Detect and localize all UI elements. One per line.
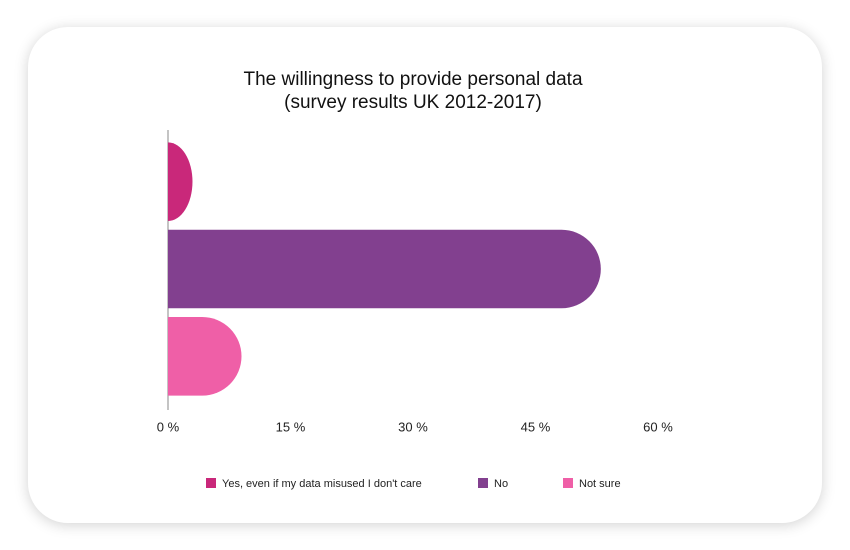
x-tick-label: 30 % bbox=[398, 419, 428, 434]
chart-subtitle: (survey results UK 2012-2017) bbox=[284, 92, 542, 113]
legend-label: Not sure bbox=[579, 478, 621, 490]
bar bbox=[168, 229, 601, 309]
legend-swatch bbox=[563, 478, 573, 488]
bar bbox=[168, 142, 193, 221]
legend-swatch bbox=[478, 478, 488, 488]
x-tick-label: 0 % bbox=[157, 419, 180, 434]
bar bbox=[168, 317, 242, 396]
x-tick-label: 60 % bbox=[643, 419, 673, 434]
x-tick-label: 15 % bbox=[276, 419, 306, 434]
chart-title: The willingness to provide personal data bbox=[243, 69, 582, 90]
legend-swatch bbox=[206, 478, 216, 488]
legend-label: No bbox=[494, 478, 508, 490]
x-tick-label: 45 % bbox=[521, 419, 551, 434]
legend-label: Yes, even if my data misused I don't car… bbox=[222, 478, 422, 490]
